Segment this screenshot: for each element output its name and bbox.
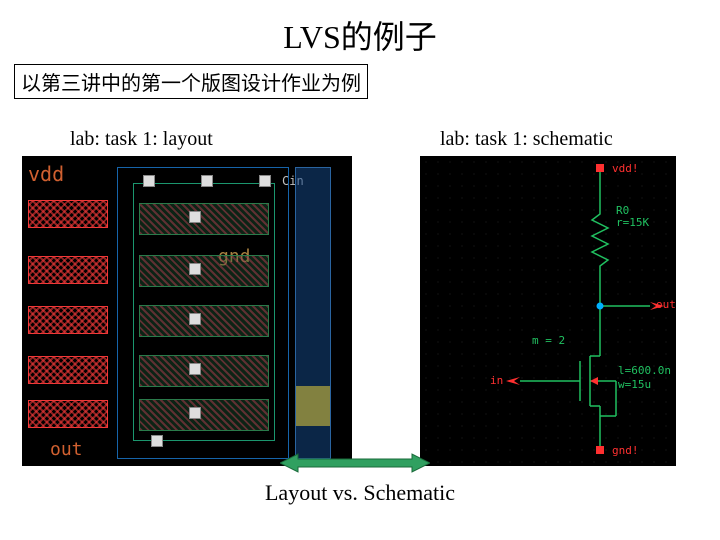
schematic-node-out xyxy=(597,303,604,310)
layout-via xyxy=(190,264,200,274)
mosfet-m: m = 2 xyxy=(532,334,565,347)
layout-pad xyxy=(28,356,108,384)
layout-via xyxy=(190,364,200,374)
layout-finger xyxy=(140,356,268,386)
compare-arrow xyxy=(280,452,430,474)
pin-vdd-marker xyxy=(596,164,604,172)
layout-via xyxy=(202,176,212,186)
layout-net-out: out xyxy=(50,439,83,460)
layout-finger xyxy=(140,204,268,234)
schematic-panel-label: lab: task 1: schematic xyxy=(440,128,613,151)
layout-via xyxy=(260,176,270,186)
mosfet-l: l=600.0n xyxy=(618,364,671,377)
pin-in-label: in xyxy=(490,374,503,387)
subtitle-text: 以第三讲中的第一个版图设计作业为例 xyxy=(21,73,361,95)
layout-finger xyxy=(140,306,268,336)
layout-pad xyxy=(28,400,108,428)
bottom-caption: Layout vs. Schematic xyxy=(0,480,720,506)
pin-out-label: out xyxy=(656,298,676,311)
layout-highlight-bar xyxy=(296,386,330,426)
layout-via xyxy=(190,408,200,418)
layout-via xyxy=(190,314,200,324)
layout-panel-label: lab: task 1: layout xyxy=(70,128,213,151)
schematic-svg xyxy=(420,156,676,466)
layout-net-vdd: vdd xyxy=(28,162,64,186)
resistor-value: r=15K xyxy=(616,216,649,229)
layout-pad xyxy=(28,256,108,284)
layout-via xyxy=(144,176,154,186)
layout-via xyxy=(152,436,162,446)
layout-pad xyxy=(28,306,108,334)
pin-vdd-label: vdd! xyxy=(612,162,639,175)
schematic-view: vdd! R0 r=15K out m = 2 in l=600.0n w=15… xyxy=(420,156,676,466)
layout-view: vdd gnd out Cin xyxy=(22,156,352,466)
layout-via xyxy=(190,212,200,222)
layout-pad xyxy=(28,200,108,228)
layout-finger xyxy=(140,256,268,286)
pin-gnd-label: gnd! xyxy=(612,444,639,457)
pin-in-marker xyxy=(506,377,520,385)
layout-finger xyxy=(140,400,268,430)
subtitle-box: 以第三讲中的第一个版图设计作业为例 xyxy=(14,64,368,99)
slide-title: LVS的例子 xyxy=(0,0,720,64)
pin-gnd-marker xyxy=(596,446,604,454)
mosfet-w: w=15u xyxy=(618,378,651,391)
